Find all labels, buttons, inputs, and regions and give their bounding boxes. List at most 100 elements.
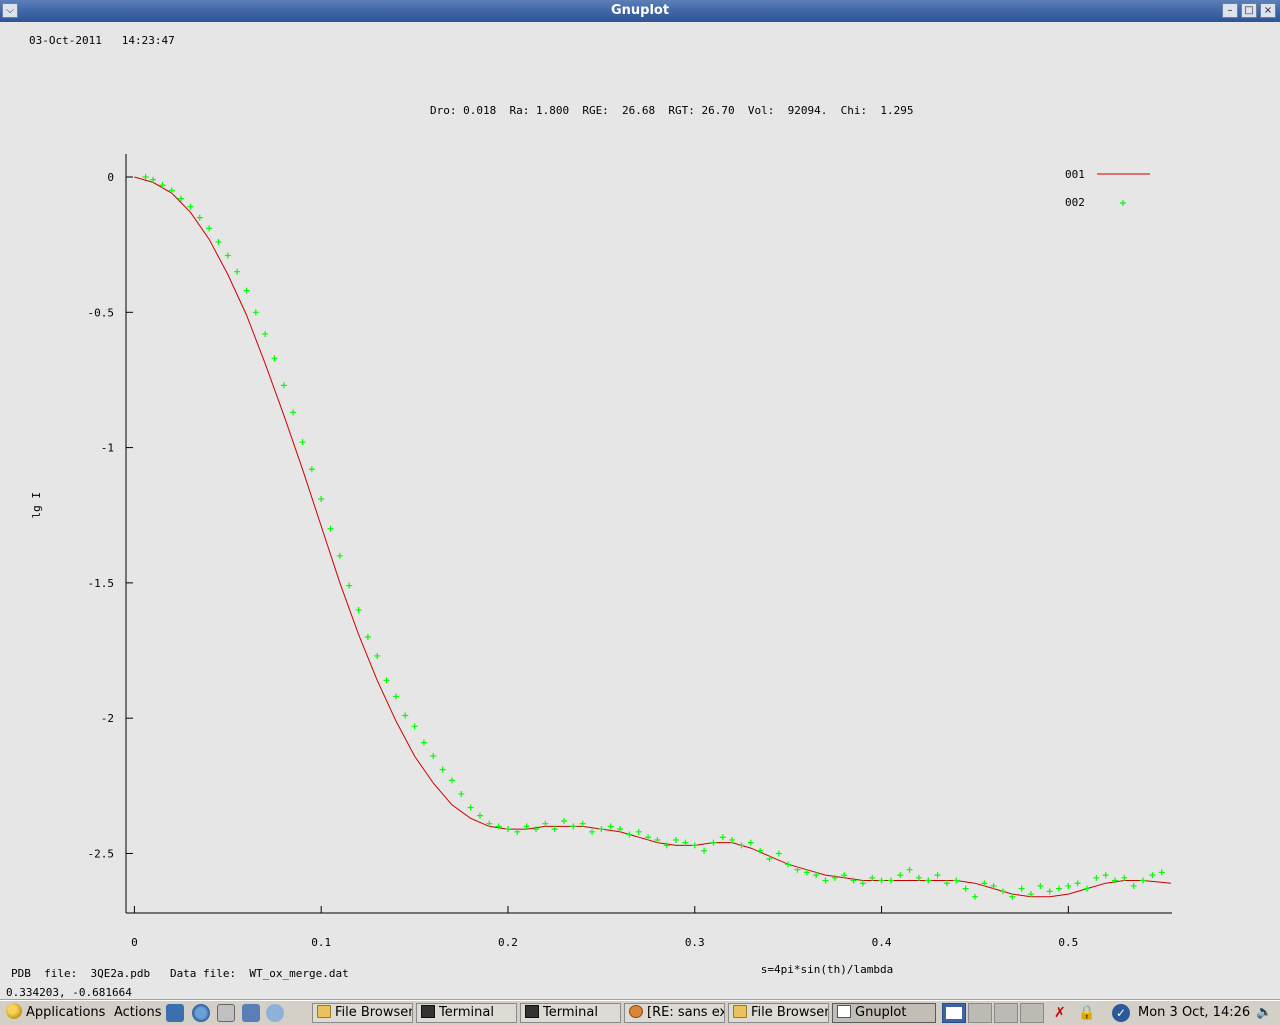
series-002-point <box>1149 872 1156 879</box>
series-002-point <box>747 839 754 846</box>
series-002-point <box>1084 885 1091 892</box>
series-002-point <box>1055 885 1062 892</box>
series-002-point <box>617 826 624 833</box>
task-label: [RE: sans ex <box>647 1005 725 1020</box>
series-002-point <box>523 823 530 830</box>
series-002-point <box>1074 880 1081 887</box>
series-002-point <box>243 287 250 294</box>
x-axis-label: s=4pi*sin(th)/lambda <box>761 963 893 976</box>
applications-menu[interactable]: Applications <box>6 1003 105 1023</box>
plot-header: Dro: 0.018 Ra: 1.800 RGE: 26.68 RGT: 26.… <box>430 104 914 117</box>
volume-icon[interactable]: 🔈 <box>1256 1005 1273 1020</box>
series-002-point <box>579 820 586 827</box>
series-002-point <box>458 790 465 797</box>
series-002-point <box>953 877 960 884</box>
task-label: File Browser: <box>335 1005 413 1020</box>
series-002-point <box>598 826 605 833</box>
task-button[interactable]: File Browser: <box>312 1003 413 1023</box>
series-002-point <box>430 753 437 760</box>
workspace-1[interactable] <box>942 1003 966 1023</box>
network-launcher-icon[interactable] <box>266 1004 284 1022</box>
browser-launcher-icon[interactable] <box>192 1004 210 1022</box>
actions-label: Actions <box>114 1005 162 1020</box>
series-002-point <box>1112 877 1119 884</box>
window-menu-icon[interactable]: ⌵ <box>2 3 18 18</box>
series-002-point <box>262 330 269 337</box>
series-002-point <box>1121 874 1128 881</box>
update-checkmark-icon[interactable]: ✓ <box>1112 1004 1130 1022</box>
clock[interactable]: Mon 3 Oct, 14:26 <box>1138 1005 1251 1020</box>
series-002-point <box>710 839 717 846</box>
applications-label: Applications <box>26 1005 106 1020</box>
legend-label-001: 001 <box>1065 168 1085 181</box>
y-tick-label: -2 <box>101 712 114 725</box>
workspace-4[interactable] <box>1020 1003 1044 1023</box>
series-002-point <box>542 820 549 827</box>
series-002-point <box>1009 893 1016 900</box>
series-002-point <box>766 855 773 862</box>
series-002-point <box>467 804 474 811</box>
workspace-2[interactable] <box>968 1003 992 1023</box>
workspace-3[interactable] <box>994 1003 1018 1023</box>
series-002-point <box>626 831 633 838</box>
series-002-point <box>1018 885 1025 892</box>
lock-icon[interactable]: 🔒 <box>1078 1005 1096 1021</box>
series-002-point <box>962 885 969 892</box>
series-002-point <box>729 836 736 843</box>
y-tick-label: -0.5 <box>88 306 115 319</box>
legend-label-002: 002 <box>1065 196 1085 209</box>
close-button[interactable]: × <box>1260 3 1276 18</box>
series-002-point <box>448 777 455 784</box>
series-002-point <box>486 820 493 827</box>
series-002-point <box>850 877 857 884</box>
series-002-point <box>673 836 680 843</box>
actions-menu[interactable]: Actions <box>114 1003 162 1023</box>
task-label: Terminal <box>439 1005 494 1020</box>
task-button[interactable]: Gnuplot <box>832 1003 936 1023</box>
window-titlebar[interactable]: ⌵ Gnuplot – □ × <box>0 0 1280 23</box>
task-button[interactable]: Terminal <box>416 1003 517 1023</box>
series-002-point <box>654 836 661 843</box>
task-button[interactable]: Terminal <box>520 1003 621 1023</box>
taskbar: Applications Actions File Browser: Termin… <box>0 1000 1280 1025</box>
series-002-point <box>635 828 642 835</box>
editor-launcher-icon[interactable] <box>242 1004 260 1022</box>
task-button[interactable]: File Browser: <box>728 1003 829 1023</box>
series-002-point <box>1102 872 1109 879</box>
series-002-point <box>215 238 222 245</box>
task-label: File Browser: <box>751 1005 829 1020</box>
series-002-point <box>794 866 801 873</box>
maximize-button[interactable]: □ <box>1241 3 1257 18</box>
series-002-point <box>476 812 483 819</box>
series-002-point <box>990 882 997 889</box>
series-002-point <box>495 823 502 830</box>
x-tick-label: 0.1 <box>311 936 331 949</box>
series-002-point <box>234 268 241 275</box>
network-disconnected-icon[interactable]: ✗ <box>1054 1005 1066 1021</box>
y-axis-label: lg I <box>30 492 43 519</box>
series-002-point <box>869 874 876 881</box>
series-002-point <box>943 880 950 887</box>
series-002-point <box>934 872 941 879</box>
task-button[interactable]: [RE: sans ex <box>624 1003 725 1023</box>
series-002-point <box>196 214 203 221</box>
mail-icon <box>629 1005 643 1018</box>
series-002-point <box>906 866 913 873</box>
series-002-point <box>1093 874 1100 881</box>
series-002-point <box>645 834 652 841</box>
series-002-point <box>663 842 670 849</box>
coordinate-readout: 0.334203, -0.681664 <box>6 986 132 999</box>
series-002-point <box>1130 882 1137 889</box>
mail-launcher-icon[interactable] <box>217 1004 235 1022</box>
series-002-point <box>392 693 399 700</box>
chart-svg: 0 -0.5 -1 -1.5 -2 -2.5 0 0.1 0.2 0.3 0.4 0.5 s=4pi*s… <box>30 154 1172 976</box>
series-002-point <box>775 850 782 857</box>
series-002-point <box>841 872 848 879</box>
series-002-point <box>981 880 988 887</box>
terminal-launcher-icon[interactable] <box>166 1004 184 1022</box>
series-002-point <box>971 893 978 900</box>
series-002-point <box>691 842 698 849</box>
series-002-point <box>682 839 689 846</box>
plot-area[interactable]: 03-Oct-2011 14:23:47 Dro: 0.018 Ra: 1.80… <box>0 22 1280 1002</box>
minimize-button[interactable]: – <box>1222 3 1238 18</box>
